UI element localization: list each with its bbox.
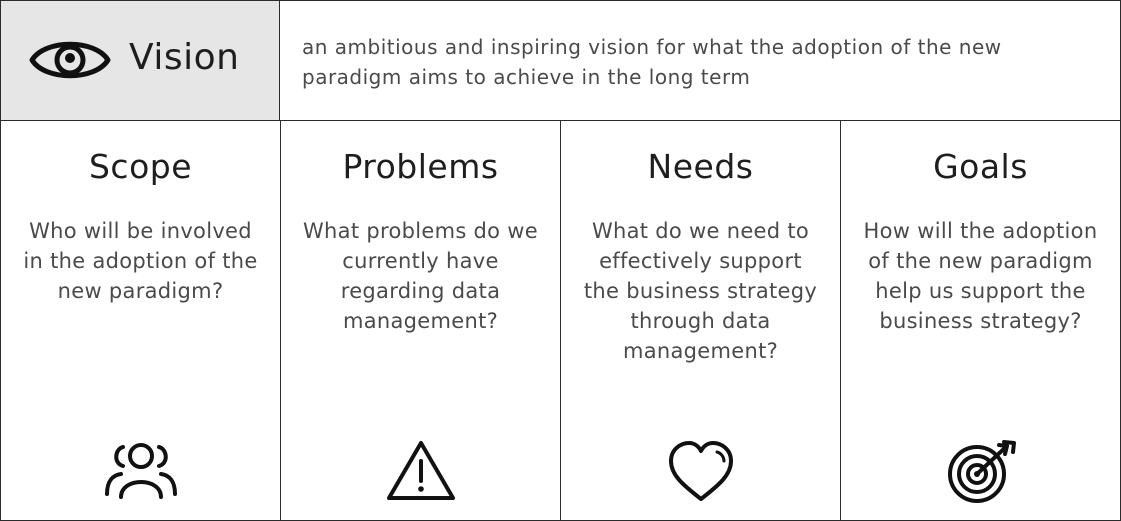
column-question: How will the adoption of the new paradig… — [863, 219, 1098, 333]
column-problems: Problems What problems do we currently h… — [280, 120, 561, 521]
eye-icon — [29, 41, 111, 79]
heart-icon — [663, 439, 739, 503]
column-scope: Scope Who will be involved in the adopti… — [0, 120, 281, 521]
column-goals: Goals How will the adoption of the new p… — [840, 120, 1121, 521]
vision-header: Vision — [0, 0, 280, 121]
column-title: Problems — [342, 147, 499, 186]
column-question: What problems do we currently have regar… — [302, 219, 538, 333]
vision-description: an ambitious and inspiring vision for wh… — [279, 0, 1121, 121]
people-icon — [103, 439, 179, 503]
column-title: Scope — [88, 147, 193, 186]
column-question: Who will be involved in the adoption of … — [23, 219, 258, 303]
target-icon — [943, 439, 1019, 503]
column-title: Goals — [933, 147, 1028, 186]
column-question: What do we need to effectively support t… — [583, 219, 818, 363]
vision-title: Vision — [129, 37, 240, 78]
warning-icon — [383, 439, 459, 503]
column-needs: Needs What do we need to effectively sup… — [560, 120, 841, 521]
column-title: Needs — [647, 147, 754, 186]
